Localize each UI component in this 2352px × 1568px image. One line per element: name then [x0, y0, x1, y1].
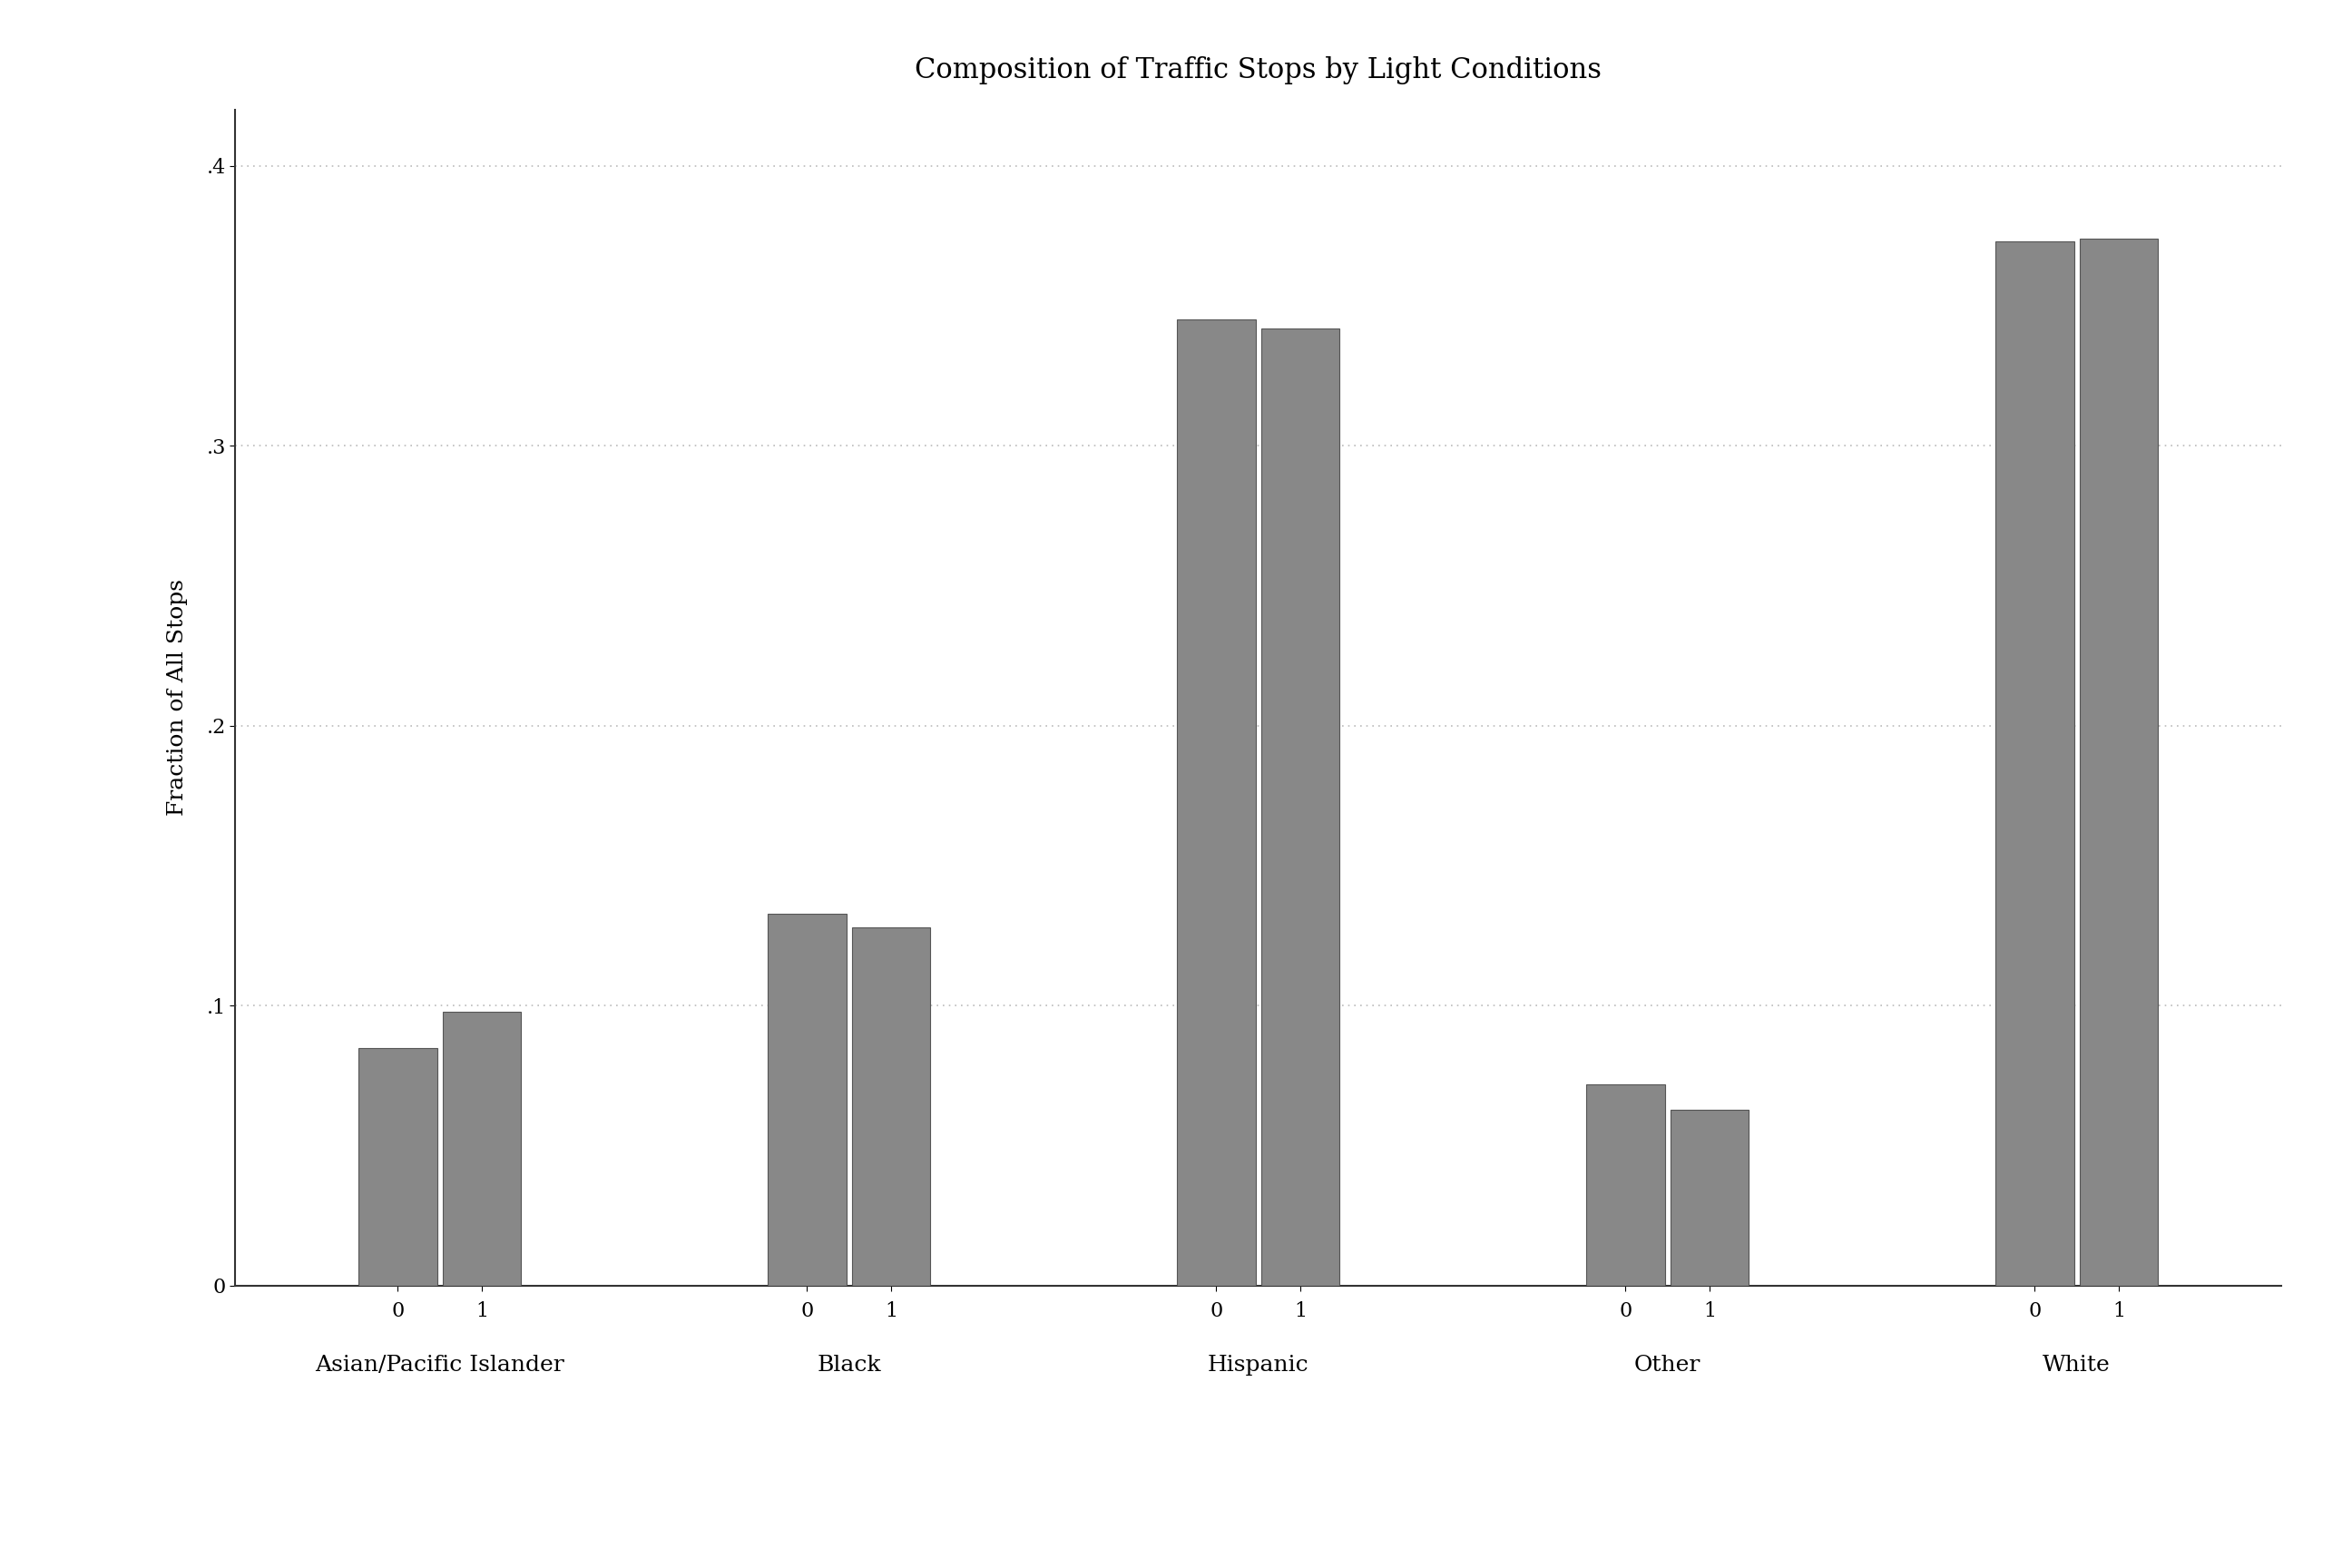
Bar — [851, 927, 931, 1286]
Bar — [1261, 328, 1341, 1286]
Text: Other: Other — [1635, 1355, 1700, 1377]
Y-axis label: Fraction of All Stops: Fraction of All Stops — [167, 579, 188, 817]
Bar — [358, 1047, 437, 1286]
Bar — [2079, 238, 2159, 1286]
Bar — [767, 913, 847, 1286]
Text: White: White — [2044, 1355, 2110, 1377]
Text: Asian/Pacific Islander: Asian/Pacific Islander — [315, 1355, 564, 1377]
Text: Hispanic: Hispanic — [1207, 1355, 1310, 1377]
Title: Composition of Traffic Stops by Light Conditions: Composition of Traffic Stops by Light Co… — [915, 56, 1602, 85]
Bar — [1994, 241, 2074, 1286]
Bar — [442, 1011, 522, 1286]
Bar — [1585, 1083, 1665, 1286]
Text: Black: Black — [816, 1355, 882, 1377]
Bar — [1670, 1110, 1750, 1286]
Bar — [1176, 320, 1256, 1286]
